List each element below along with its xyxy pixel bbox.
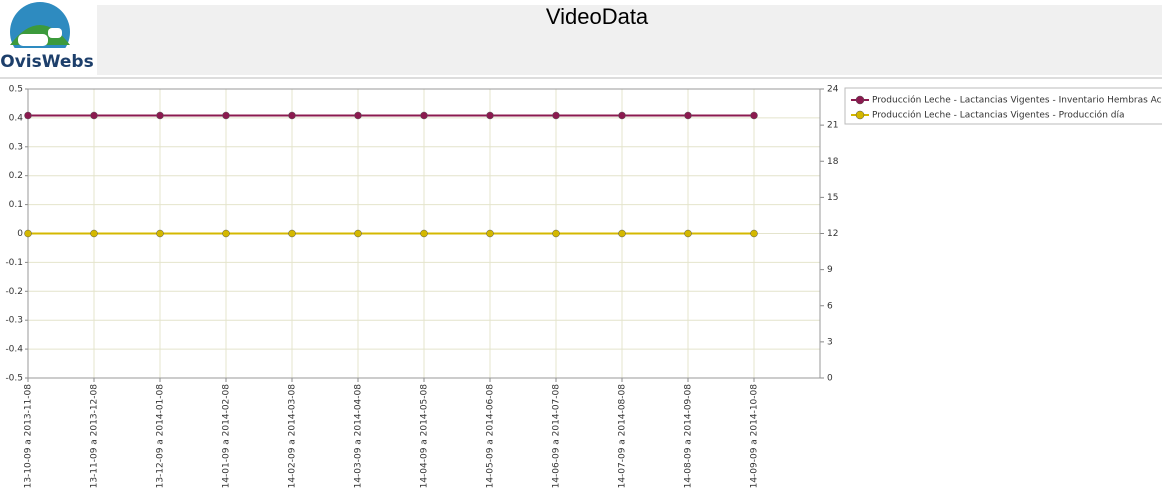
legend-label: Producción Leche - Lactancias Vigentes -…: [872, 95, 1162, 106]
data-point: [24, 229, 32, 238]
y2-tick-label: 9: [827, 265, 833, 275]
y-tick-label: -0.5: [5, 374, 23, 384]
data-point: [552, 111, 560, 120]
data-point: [684, 229, 692, 238]
x-tick-label: 13-11-09 a 2013-12-08: [90, 384, 100, 489]
legend-marker: [855, 110, 865, 120]
x-tick-label: 13-10-09 a 2013-11-08: [24, 384, 34, 489]
data-point: [552, 229, 560, 238]
data-point: [420, 111, 428, 120]
data-point: [288, 111, 296, 120]
data-point: [156, 111, 164, 120]
data-point: [420, 229, 428, 238]
data-point: [288, 229, 296, 238]
header-band: [97, 5, 1162, 75]
y-tick-label: 0.2: [9, 171, 23, 181]
page-title: VideoData: [546, 4, 649, 29]
data-point: [354, 111, 362, 120]
x-tick-label: 14-03-09 a 2014-04-08: [354, 384, 364, 489]
legend-label: Producción Leche - Lactancias Vigentes -…: [872, 110, 1124, 121]
data-point: [24, 111, 32, 120]
y2-tick-label: 15: [827, 193, 838, 203]
x-tick-label: 14-08-09 a 2014-09-08: [684, 384, 694, 489]
x-tick-label: 14-02-09 a 2014-03-08: [288, 384, 298, 489]
x-tick-label: 13-12-09 a 2014-01-08: [156, 384, 166, 489]
legend-box: [844, 87, 1162, 125]
y-tick-label: -0.1: [5, 258, 23, 268]
y-tick-label: 0.4: [9, 113, 24, 123]
data-point: [90, 111, 98, 120]
data-point: [750, 111, 758, 120]
x-tick-label: 14-05-09 a 2014-06-08: [486, 384, 496, 489]
y-tick-label: -0.2: [5, 287, 23, 297]
y-tick-label: -0.4: [5, 345, 23, 355]
data-point: [222, 111, 230, 120]
data-point: [90, 229, 98, 238]
y2-tick-label: 24: [827, 85, 839, 95]
y2-tick-label: 0: [827, 374, 833, 384]
y2-tick-label: 12: [827, 229, 838, 239]
data-point: [354, 229, 362, 238]
y-tick-label: 0.5: [9, 85, 23, 95]
logo: OvisWebs: [0, 2, 94, 74]
data-point: [684, 111, 692, 120]
data-point: [618, 229, 626, 238]
x-tick-label: 14-07-09 a 2014-08-08: [618, 384, 628, 489]
data-point: [750, 229, 758, 238]
x-tick-label: 14-09-09 a 2014-10-08: [750, 384, 760, 489]
data-point: [486, 229, 494, 238]
legend-marker: [855, 95, 865, 105]
logo-text: OvisWebs: [0, 52, 93, 72]
y-tick-label: 0.1: [9, 200, 23, 210]
x-tick-label: 14-01-09 a 2014-02-08: [222, 384, 232, 489]
y2-tick-label: 3: [827, 337, 833, 347]
data-point: [618, 111, 626, 120]
data-point: [156, 229, 164, 238]
x-tick-label: 14-06-09 a 2014-07-08: [552, 384, 562, 489]
y2-tick-label: 21: [827, 121, 838, 131]
x-tick-label: 14-04-09 a 2014-05-08: [420, 384, 430, 489]
data-point: [486, 111, 494, 120]
y2-tick-label: 18: [827, 157, 839, 167]
y-tick-label: 0: [17, 229, 23, 239]
y-tick-label: 0.3: [9, 142, 23, 152]
y2-tick-label: 6: [827, 301, 833, 311]
data-point: [222, 229, 230, 238]
y-tick-label: -0.3: [5, 316, 23, 326]
